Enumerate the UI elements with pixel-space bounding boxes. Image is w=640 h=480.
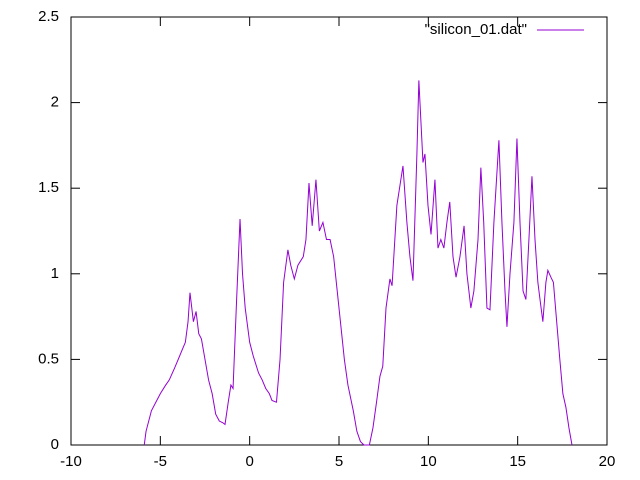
x-tick-label: 20 xyxy=(599,453,616,470)
x-tick-label: 5 xyxy=(335,453,343,470)
data-line xyxy=(143,80,573,446)
y-tick-label: 0.5 xyxy=(38,350,59,367)
legend-label: "silicon_01.dat" xyxy=(425,21,527,38)
plot-border xyxy=(70,16,608,446)
x-tick-label: 0 xyxy=(245,453,253,470)
x-tick-label: -5 xyxy=(154,453,167,470)
y-tick-label: 1 xyxy=(51,265,59,282)
y-tick-label: 2 xyxy=(51,94,59,111)
y-tick-label: 0 xyxy=(51,436,59,453)
y-tick-label: 2.5 xyxy=(38,8,59,25)
x-tick-label: -10 xyxy=(60,453,82,470)
x-tick-label: 15 xyxy=(509,453,526,470)
x-tick-label: 10 xyxy=(420,453,437,470)
y-tick-label: 1.5 xyxy=(38,179,59,196)
